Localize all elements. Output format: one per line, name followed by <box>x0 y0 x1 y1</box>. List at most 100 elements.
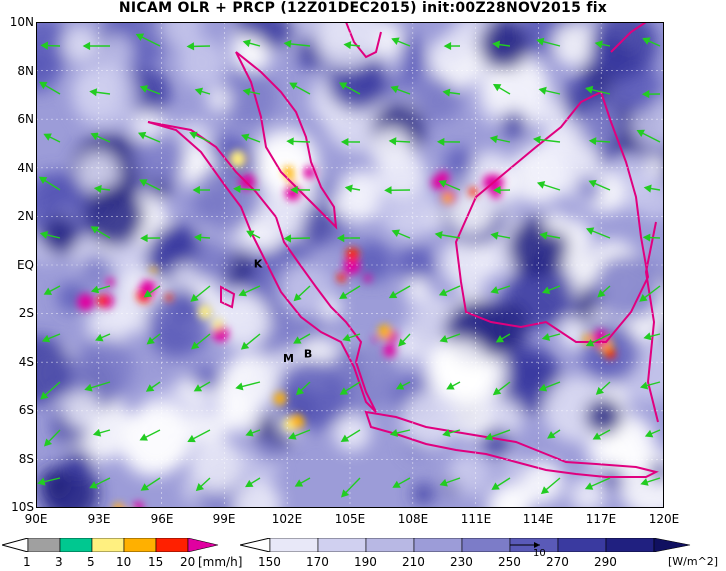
wind-vector <box>436 137 461 146</box>
cloud-blob <box>63 390 102 430</box>
cloud-blob <box>450 397 491 438</box>
wind-vector <box>585 85 611 95</box>
wind-vector <box>340 137 361 146</box>
cloud-blob <box>409 297 430 319</box>
cloud-blob <box>552 23 596 67</box>
wind-vector <box>195 477 211 492</box>
wind-vector <box>233 184 261 194</box>
wind-vector <box>193 233 211 242</box>
cloud-blob <box>255 437 281 463</box>
wind-vector <box>389 428 411 437</box>
cloud-blob <box>333 414 371 452</box>
wind-vector <box>193 381 211 392</box>
cloud-blob <box>351 240 393 283</box>
cloud-blob <box>36 336 73 405</box>
wind-vector <box>187 429 211 443</box>
wind-vector <box>294 477 311 487</box>
wind-vector <box>541 333 561 341</box>
lon-label: 117E <box>585 512 617 526</box>
wind-vector <box>536 180 561 191</box>
wind-vector <box>492 40 511 49</box>
wind-vector <box>392 477 411 488</box>
wind-vector <box>90 226 111 239</box>
wind-vector <box>532 135 561 144</box>
colorbar-swatch <box>59 538 93 552</box>
precip-cell <box>343 257 361 275</box>
cloud-blob <box>520 460 564 504</box>
coastline-top-right <box>610 22 647 53</box>
wind-vector <box>391 37 411 47</box>
coastline-small-island <box>220 285 236 309</box>
precip-cell <box>113 503 125 508</box>
precip-cell <box>489 175 504 190</box>
precip-level: 20 <box>180 555 196 569</box>
precip-cell <box>605 348 616 359</box>
cloud-blob <box>579 103 624 147</box>
wind-vector <box>636 129 661 143</box>
wind-vector <box>43 133 61 143</box>
wind-vector <box>37 477 61 486</box>
wind-vector <box>484 429 511 441</box>
wind-vector <box>241 133 261 143</box>
coastline-java <box>364 410 659 478</box>
wind-vector <box>597 285 611 298</box>
wind-vector <box>492 83 511 95</box>
wind-vector <box>640 381 661 390</box>
wind-vector <box>194 87 211 96</box>
wind-vector <box>438 180 461 191</box>
wind-vector <box>246 230 261 239</box>
precip-cell <box>198 305 212 319</box>
colorbar-swatch <box>365 538 415 552</box>
cloud-blob <box>435 37 465 66</box>
wind-vector <box>245 428 261 437</box>
precip-cell <box>105 278 115 287</box>
cloud-blob <box>206 86 233 113</box>
precip-cell <box>303 166 316 179</box>
olr-level: 210 <box>402 555 425 569</box>
station-label: M <box>283 352 294 365</box>
lat-label: 6N <box>17 112 34 126</box>
wind-vector <box>343 41 361 50</box>
coastline-sumatra <box>147 121 377 413</box>
wind-vector <box>592 429 611 440</box>
wind-vector <box>293 285 311 302</box>
wind-vector <box>89 477 111 489</box>
wind-vector <box>541 285 561 295</box>
wind-vector <box>495 333 511 343</box>
wind-vector <box>340 429 361 442</box>
wind-vector <box>540 477 561 495</box>
lon-label: 102E <box>271 512 303 526</box>
wind-vector <box>588 179 611 191</box>
lon-label: 111E <box>460 512 492 526</box>
wind-vector <box>143 285 161 298</box>
wind-vector <box>190 285 211 302</box>
colorbar-swatch <box>155 538 189 552</box>
wind-vector <box>391 229 411 239</box>
wind-vector <box>140 477 161 491</box>
cloud-blob <box>130 109 163 142</box>
wind-vector <box>584 477 611 490</box>
precip-cell <box>274 392 287 405</box>
wind-vector <box>492 381 511 396</box>
wind-vector <box>493 185 511 195</box>
lon-label: 99E <box>212 512 236 526</box>
wind-vector <box>191 333 211 350</box>
lat-label: 2S <box>18 306 34 320</box>
wind-vector <box>491 477 511 490</box>
wind-vector <box>446 381 461 390</box>
wind-vector <box>289 82 311 95</box>
olr-colorbar <box>240 538 691 552</box>
cloud-blob <box>311 174 341 205</box>
precip-cell <box>96 294 109 307</box>
precip-cell <box>363 274 372 282</box>
precip-cell <box>165 294 173 302</box>
wind-vector <box>288 429 311 440</box>
cloud-blob <box>76 151 120 195</box>
cloud-blob <box>61 26 99 64</box>
wind-vector <box>490 285 511 294</box>
cloud-blob <box>159 22 202 47</box>
wind-vector <box>139 429 161 441</box>
wind-vector <box>139 85 161 95</box>
